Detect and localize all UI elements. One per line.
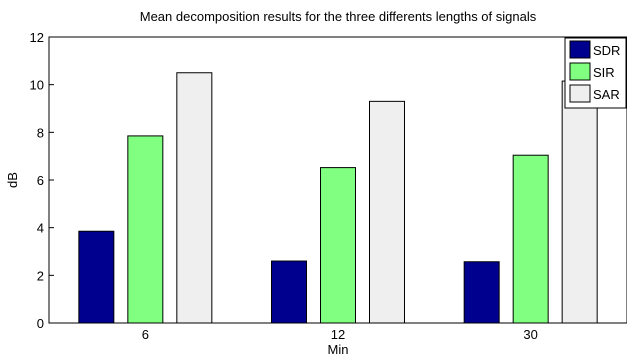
y-axis: 0 2 4 6 8 10 12 (30, 30, 54, 331)
y-tick-label: 6 (37, 173, 44, 188)
bar-sar-12 (369, 100, 405, 324)
y-tick-label: 8 (37, 125, 44, 140)
y-tick-label: 4 (37, 221, 44, 236)
legend-label-sar: SAR (593, 87, 620, 102)
x-tick-label: 6 (142, 327, 149, 342)
x-tick-label: 12 (331, 327, 345, 342)
chart-title: Mean decomposition results for the three… (140, 9, 537, 24)
legend: SDR SIR SAR (564, 37, 627, 109)
legend-swatch-sir (569, 62, 591, 81)
y-tick-label: 12 (30, 30, 44, 45)
bar-sdr-6 (78, 230, 115, 324)
legend-swatch-sar (569, 84, 591, 103)
y-tick-label: 10 (30, 78, 44, 93)
legend-swatch-sdr (569, 40, 591, 59)
x-tick-label: 30 (523, 327, 537, 342)
bar-sdr-12 (271, 260, 307, 324)
bar-sir-6 (127, 135, 164, 324)
bar-sir-12 (320, 167, 356, 324)
bar-sdr-30 (463, 261, 500, 324)
legend-label-sir: SIR (593, 65, 615, 80)
y-axis-label: dB (5, 172, 20, 188)
bars-group (78, 72, 598, 324)
bar-sar-6 (176, 72, 213, 324)
legend-label-sdr: SDR (593, 43, 620, 58)
bar-sir-30 (512, 154, 549, 324)
y-tick-label: 0 (37, 316, 44, 331)
x-axis-label: Min (328, 342, 349, 357)
y-tick-label: 2 (37, 268, 44, 283)
bar-sar-30 (561, 80, 598, 324)
